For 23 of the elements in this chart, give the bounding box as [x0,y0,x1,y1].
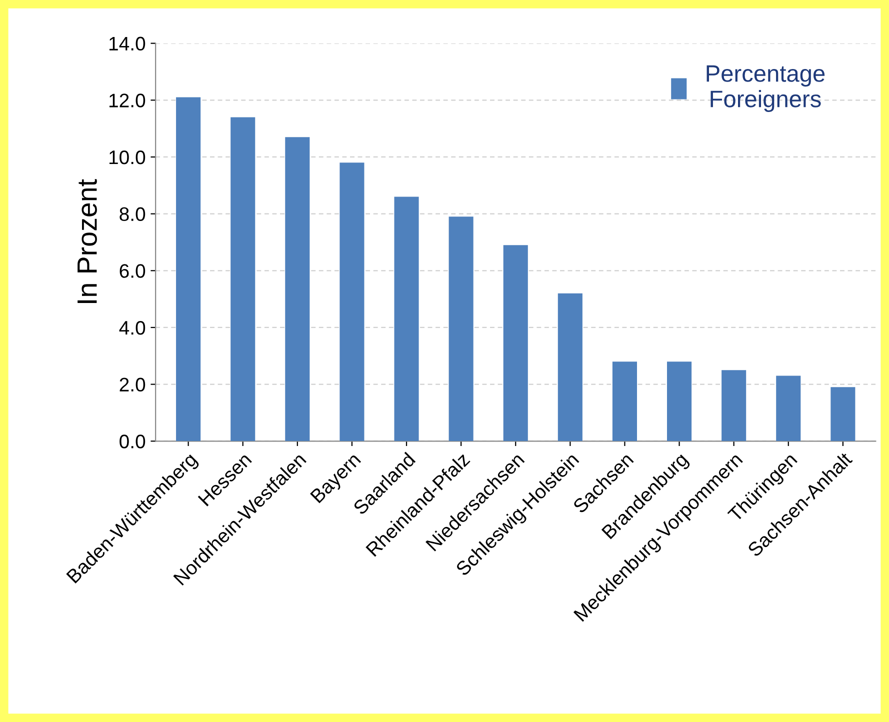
y-tick-label: 4.0 [119,320,146,335]
y-tick-label: 12.0 [109,94,146,108]
bar [230,117,256,442]
y-tick-label: 14.0 [109,36,146,51]
bar [176,97,201,442]
bar [776,376,801,442]
bar [830,387,856,442]
bar [448,216,474,442]
y-tick-label: 0.0 [120,434,146,448]
legend-label: Percentage Foreigners [706,65,825,112]
bar [612,362,637,442]
y-tick-label: 10.0 [109,150,146,164]
bar [667,362,692,442]
bar [722,370,746,442]
bar [503,245,528,442]
bar [340,162,364,442]
bar [285,137,310,442]
bar [558,293,582,442]
y-axis-title: In Prozent [78,179,97,303]
y-tick-label: 2.0 [120,378,146,392]
y-tick-label: 6.0 [120,264,146,278]
bar [394,196,419,442]
y-tick-label: 8.0 [120,207,146,222]
